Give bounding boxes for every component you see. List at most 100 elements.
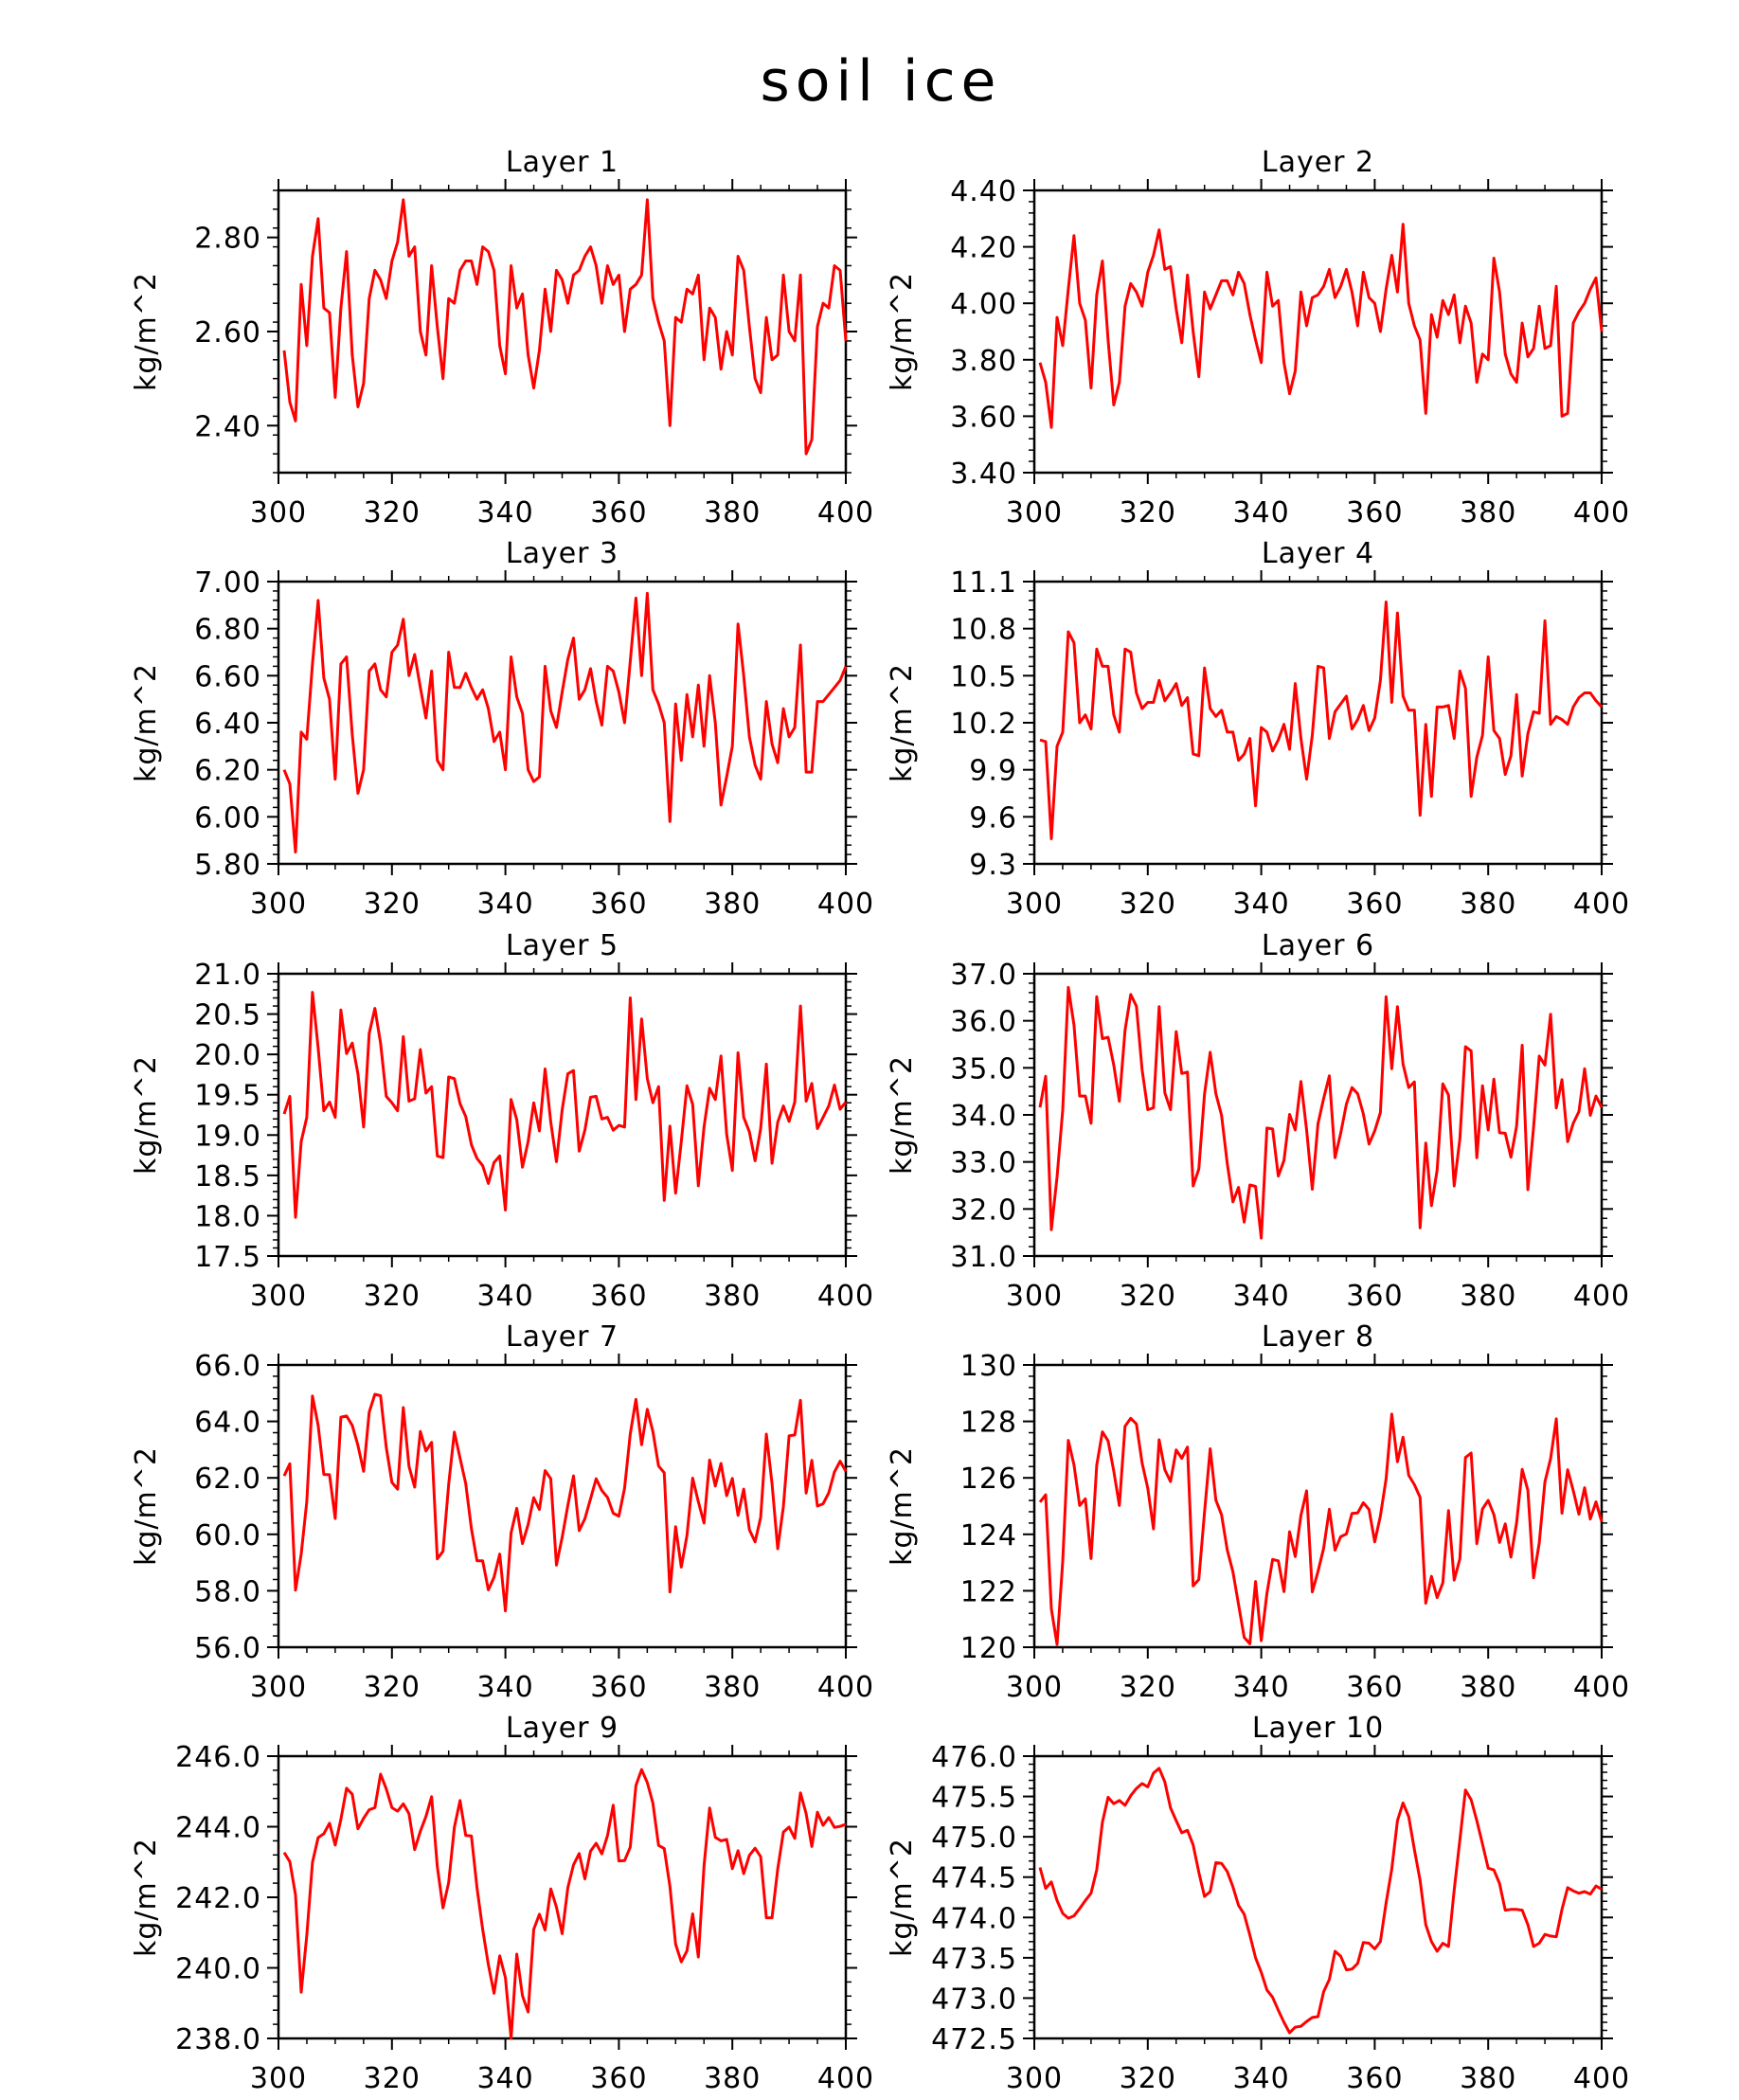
x-tick-label: 380: [704, 1280, 761, 1313]
x-tick-label: 360: [1346, 1280, 1403, 1313]
x-tick-label: 300: [250, 1671, 307, 1704]
chart-panel: Layer 6 300 320 340 360 380 400 31.0 32.0 33.0 34.…: [886, 929, 1630, 1313]
x-tick-label: 320: [364, 888, 421, 921]
panel-title: Layer 3: [506, 537, 619, 570]
y-tick-label: 122: [960, 1575, 1017, 1608]
panel-title: Layer 6: [1262, 929, 1374, 962]
y-tick-label: 64.0: [194, 1407, 261, 1440]
y-tick-label: 18.5: [194, 1160, 261, 1194]
x-tick-label: 300: [250, 496, 307, 529]
x-tick-label: 340: [476, 2062, 533, 2095]
x-tick-label: 320: [1120, 2062, 1176, 2095]
y-tick-label: 130: [960, 1350, 1017, 1383]
x-tick-label: 340: [476, 1280, 533, 1313]
y-tick-label: 126: [960, 1463, 1017, 1496]
x-tick-label: 300: [250, 1280, 307, 1313]
y-axis-label: kg/m^2: [130, 1055, 163, 1175]
x-tick-label: 340: [1232, 496, 1289, 529]
y-tick-label: 2.60: [194, 316, 261, 350]
x-tick-label: 320: [364, 1280, 421, 1313]
figure-title: soil ice: [761, 48, 1002, 115]
x-tick-label: 380: [704, 888, 761, 921]
x-tick-label: 360: [1346, 1671, 1403, 1704]
x-tick-label: 340: [1232, 1671, 1289, 1704]
x-tick-label: 360: [1346, 2062, 1403, 2095]
x-tick-label: 320: [364, 496, 421, 529]
x-tick-label: 360: [590, 888, 647, 921]
x-tick-label: 360: [590, 2062, 647, 2095]
y-axis-label: kg/m^2: [130, 1446, 163, 1566]
y-axis-label: kg/m^2: [130, 1838, 163, 1957]
y-tick-label: 60.0: [194, 1519, 261, 1553]
x-tick-label: 380: [1460, 1280, 1516, 1313]
x-tick-label: 360: [590, 1280, 647, 1313]
x-tick-label: 400: [1573, 1671, 1630, 1704]
panel-title: Layer 10: [1252, 1712, 1384, 1745]
y-tick-label: 475.0: [931, 1822, 1017, 1855]
x-tick-label: 300: [1006, 2062, 1063, 2095]
x-tick-label: 320: [364, 1671, 421, 1704]
chart-panel: Layer 3 300 320 340 360 380 400 5.80 6.00 6.20 6.4…: [130, 537, 874, 921]
y-tick-label: 32.0: [950, 1194, 1017, 1227]
x-tick-label: 400: [1573, 1280, 1630, 1313]
y-axis-label: kg/m^2: [130, 663, 163, 782]
y-tick-label: 21.0: [194, 959, 261, 992]
y-tick-label: 10.5: [950, 660, 1017, 693]
x-tick-label: 340: [1232, 2062, 1289, 2095]
y-tick-label: 3.60: [950, 401, 1017, 434]
x-tick-label: 340: [476, 888, 533, 921]
y-tick-label: 128: [960, 1407, 1017, 1440]
y-tick-label: 36.0: [950, 1006, 1017, 1039]
y-tick-label: 2.80: [194, 223, 261, 256]
x-tick-label: 400: [817, 888, 874, 921]
x-tick-label: 300: [250, 2062, 307, 2095]
x-tick-label: 400: [1573, 2062, 1630, 2095]
series-line: [1039, 601, 1604, 840]
x-tick-label: 360: [590, 496, 647, 529]
y-tick-label: 6.40: [194, 708, 261, 741]
y-tick-label: 474.5: [931, 1862, 1017, 1895]
y-tick-label: 473.5: [931, 1943, 1017, 1976]
y-tick-label: 10.8: [950, 614, 1017, 647]
y-tick-label: 17.5: [194, 1241, 261, 1274]
panel-title: Layer 2: [1262, 146, 1374, 179]
series-line: [1038, 1412, 1604, 1646]
y-tick-label: 240.0: [175, 1953, 261, 1986]
panels-group: Layer 1 300 320 340 360 380 400 2.40 2.60 2.80 kg/…: [130, 146, 1630, 2095]
panel-title: Layer 8: [1262, 1320, 1374, 1354]
y-tick-label: 120: [960, 1632, 1017, 1665]
x-tick-label: 400: [1573, 496, 1630, 529]
x-tick-label: 340: [1232, 1280, 1289, 1313]
y-tick-label: 31.0: [950, 1241, 1017, 1274]
y-tick-label: 4.40: [950, 175, 1017, 208]
panel-title: Layer 7: [506, 1320, 619, 1354]
panel-title: Layer 1: [506, 146, 619, 179]
x-tick-label: 340: [476, 1671, 533, 1704]
y-tick-label: 3.40: [950, 458, 1017, 491]
x-tick-label: 320: [1120, 1671, 1176, 1704]
chart-panel: Layer 5 300 320 340 360 380 400 17.5 18.0 18.5 19.…: [130, 929, 874, 1313]
y-tick-label: 62.0: [194, 1463, 261, 1496]
panel-title: Layer 4: [1262, 537, 1374, 570]
x-tick-label: 360: [1346, 888, 1403, 921]
y-tick-label: 473.0: [931, 1983, 1017, 2016]
y-tick-label: 5.80: [194, 849, 261, 882]
y-tick-label: 6.80: [194, 614, 261, 647]
y-tick-label: 6.60: [194, 660, 261, 693]
x-tick-label: 300: [250, 888, 307, 921]
y-tick-label: 244.0: [175, 1812, 261, 1845]
series-line: [1038, 1767, 1603, 2035]
y-tick-label: 20.5: [194, 999, 261, 1032]
y-tick-label: 33.0: [950, 1147, 1017, 1180]
panel-title: Layer 9: [506, 1712, 619, 1745]
chart-panel: Layer 1 300 320 340 360 380 400 2.40 2.60 2.80 kg/…: [130, 146, 873, 529]
chart-panel: Layer 2 300 320 340 360 380 400 3.40 3.60 3.80 4.0…: [886, 146, 1630, 529]
y-tick-label: 476.0: [931, 1741, 1017, 1774]
x-tick-label: 400: [817, 1280, 874, 1313]
x-tick-label: 380: [704, 2062, 761, 2095]
y-axis-label: kg/m^2: [130, 272, 163, 391]
series-line: [282, 991, 848, 1219]
chart-panel: Layer 8 300 320 340 360 380 400 120 122 124 126 128…: [886, 1320, 1630, 1704]
